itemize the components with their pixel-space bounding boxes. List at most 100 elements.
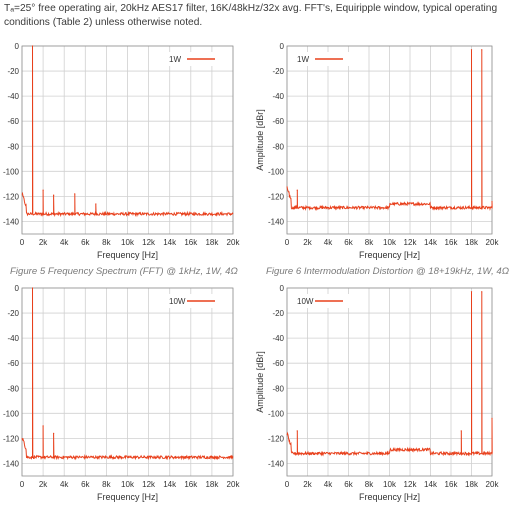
x-tick-label: 2k [303, 238, 312, 247]
peak-point [95, 203, 97, 205]
x-tick-label: 6k [344, 238, 353, 247]
x-tick-label: 4k [324, 238, 333, 247]
x-tick-label: 8k [365, 238, 374, 247]
y-tick-label: 0 [280, 284, 285, 293]
x-tick-label: 12k [142, 238, 156, 247]
x-tick-label: 18k [205, 238, 219, 247]
legend-label: 10W [169, 297, 186, 306]
x-axis-label: Frequency [Hz] [359, 492, 420, 502]
y-tick-label: 0 [15, 42, 20, 51]
chart-imd-10w: 0 2k 4k 6k 8k 10k 12k 14k 16k 18k 20k 0 -20 -40 -60 -80… [255, 284, 511, 504]
x-tick-label: 10k [383, 238, 397, 247]
y-tick-label: -120 [268, 192, 285, 201]
x-tick-label: 14k [424, 238, 438, 247]
x-tick-label: 16k [445, 238, 459, 247]
peak-point [53, 432, 55, 434]
legend: 10W [293, 294, 351, 308]
x-axis-label: Frequency [Hz] [97, 492, 158, 502]
legend: 10W [165, 294, 223, 308]
series-trace [286, 291, 493, 457]
peak-point [42, 189, 44, 191]
peak-point [74, 193, 76, 195]
x-tick-label: 12k [404, 238, 418, 247]
x-tick-label: 20k [227, 480, 241, 489]
x-tick-label: 16k [184, 480, 198, 489]
chart-fft-10w: 0 2k 4k 6k 8k 10k 12k 14k 16k 18k 20k 0 -20 -40 -60 -80… [0, 284, 252, 504]
x-tick-label: 2k [303, 480, 312, 489]
peak-point [460, 430, 462, 432]
x-tick-label: 20k [227, 238, 241, 247]
y-tick-label: -140 [268, 459, 285, 468]
figure-6-caption: Figure 6 Intermodulation Distortion @ 18… [266, 266, 510, 277]
legend: 1W [293, 52, 351, 66]
peak-point [470, 291, 473, 293]
series-trace [21, 287, 234, 461]
y-tick-label: -100 [268, 167, 285, 176]
x-tick-label: 4k [324, 480, 333, 489]
y-tick-label: -120 [268, 434, 285, 443]
x-tick-label: 14k [163, 238, 177, 247]
x-tick-label: 16k [445, 480, 459, 489]
x-tick-label: 8k [102, 480, 111, 489]
y-tick-label: -140 [3, 217, 20, 226]
legend-label: 10W [297, 297, 314, 306]
x-tick-label: 6k [81, 480, 90, 489]
y-tick-label: -40 [272, 334, 284, 343]
x-axis-label: Frequency [Hz] [359, 250, 420, 260]
series-trace [286, 49, 493, 211]
y-tick-label: -140 [3, 459, 20, 468]
y-tick-label: -20 [272, 309, 284, 318]
y-tick-label: -20 [7, 67, 19, 76]
y-tick-label: -80 [272, 142, 284, 151]
y-tick-label: -120 [3, 434, 20, 443]
y-axis-label: Amplitude [dBr] [255, 351, 265, 413]
x-tick-label: 6k [81, 238, 90, 247]
y-tick-label: -40 [7, 334, 19, 343]
x-tick-label: 4k [60, 480, 69, 489]
y-tick-label: -120 [3, 192, 20, 201]
x-tick-label: 14k [424, 480, 438, 489]
peak-point [470, 49, 473, 51]
x-tick-label: 18k [205, 480, 219, 489]
series-trace [21, 45, 234, 218]
y-tick-label: -40 [272, 92, 284, 101]
x-tick-label: 18k [465, 238, 479, 247]
y-tick-label: -60 [7, 359, 19, 368]
plot-frame [286, 45, 493, 235]
plot-frame [21, 45, 234, 235]
plot-frame [286, 287, 493, 477]
x-tick-label: 20k [486, 480, 500, 489]
peak-point [31, 287, 34, 289]
x-tick-label: 2k [39, 238, 48, 247]
x-tick-label: 12k [404, 480, 418, 489]
plot-frame [21, 287, 234, 477]
x-tick-label: 8k [102, 238, 111, 247]
y-axis-label: Amplitude [dBr] [255, 109, 265, 171]
chart-svg: 0 2k 4k 6k 8k 10k 12k 14k 16k 18k 20k 0 -20 -40 -60 -80… [3, 284, 241, 502]
x-tick-label: 18k [465, 480, 479, 489]
y-tick-label: -60 [7, 117, 19, 126]
peak-point [296, 430, 298, 432]
y-tick-label: -60 [272, 117, 284, 126]
peak-point [53, 194, 55, 196]
chart-svg: 0 2k 4k 6k 8k 10k 12k 14k 16k 18k 20k 0 -20 -40 -60 -80… [255, 284, 500, 502]
y-tick-label: -80 [7, 384, 19, 393]
peak-point [296, 189, 298, 191]
y-tick-label: -20 [272, 67, 284, 76]
peak-point [481, 49, 483, 51]
x-tick-label: 8k [365, 480, 374, 489]
x-tick-label: 10k [121, 238, 135, 247]
x-tick-label: 12k [142, 480, 156, 489]
x-tick-label: 14k [163, 480, 177, 489]
y-tick-label: -20 [7, 309, 19, 318]
legend-label: 1W [169, 55, 181, 64]
figure-5-caption: Figure 5 Frequency Spectrum (FFT) @ 1kHz… [10, 266, 238, 277]
chart-svg: 0 2k 4k 6k 8k 10k 12k 14k 16k 18k 20k 0 -20 -40 -60 -80… [3, 42, 241, 260]
y-tick-label: -100 [268, 409, 285, 418]
x-tick-label: 0 [285, 238, 290, 247]
legend-label: 1W [297, 55, 309, 64]
chart-svg: 0 2k 4k 6k 8k 10k 12k 14k 16k 18k 20k 0 -20 -40 -60 -80… [255, 42, 499, 260]
chart-imd-1w: 0 2k 4k 6k 8k 10k 12k 14k 16k 18k 20k 0 -20 -40 -60 -80… [255, 42, 511, 262]
x-axis-label: Frequency [Hz] [97, 250, 158, 260]
peak-point [491, 200, 493, 203]
